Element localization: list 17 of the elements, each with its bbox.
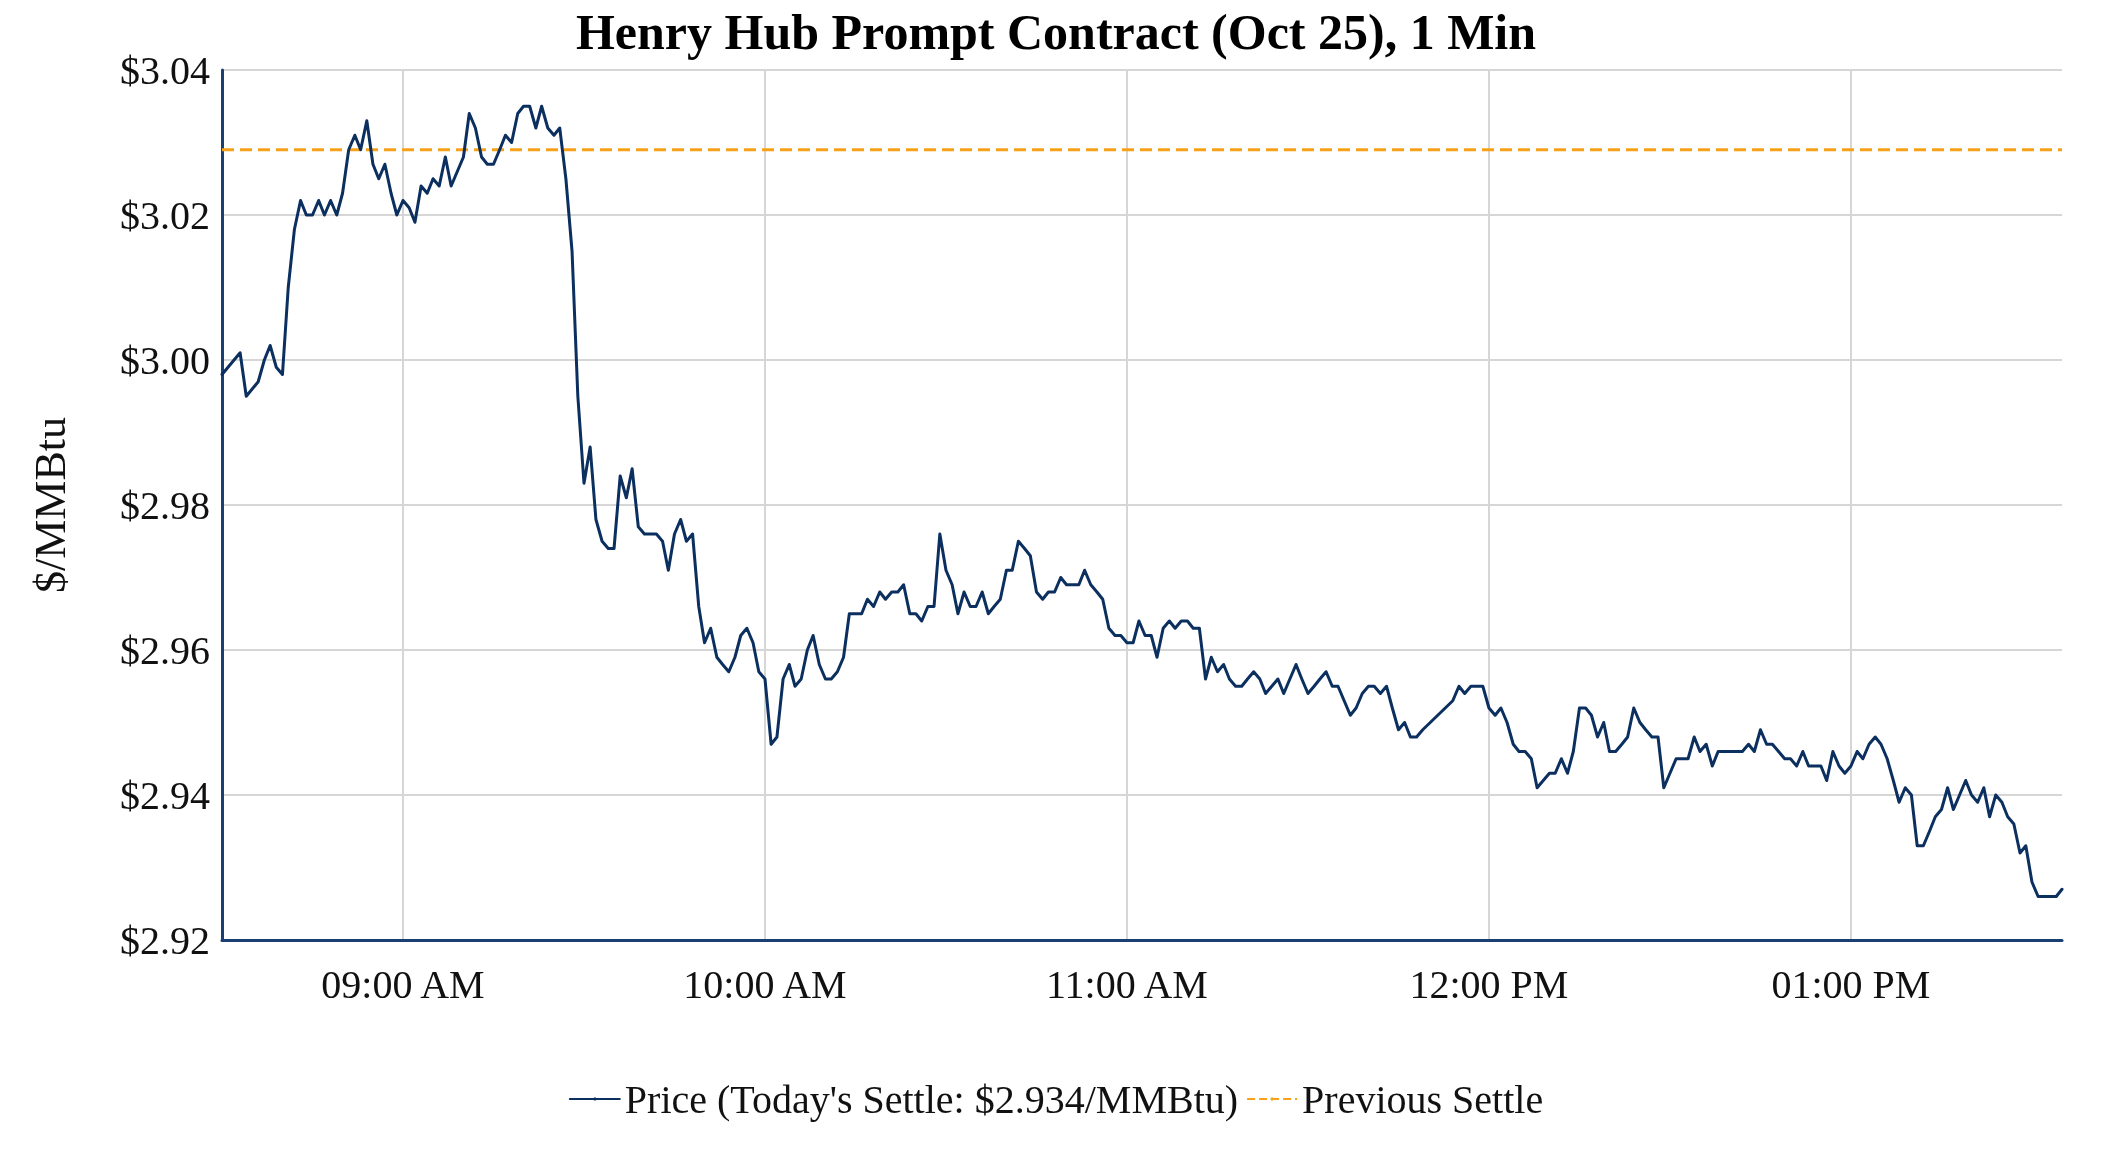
- legend-label: Previous Settle: [1302, 1076, 1544, 1122]
- x-tick-label: 11:00 AM: [1046, 961, 1208, 1007]
- y-tick-label: $3.02: [120, 192, 210, 238]
- y-tick-label: $2.98: [120, 482, 210, 528]
- y-tick-label: $2.96: [120, 627, 210, 673]
- line-series: [220, 104, 2064, 898]
- chart-title: Henry Hub Prompt Contract (Oct 25), 1 Min: [575, 4, 1537, 60]
- legend-label: Price (Today's Settle: $2.934/MMBtu): [624, 1076, 1239, 1122]
- x-tick-label: 09:00 AM: [321, 961, 485, 1007]
- y-tick-label: $3.04: [120, 47, 210, 93]
- x-tick-label: 10:00 AM: [683, 961, 847, 1007]
- y-axis-title: $/MMBtu: [25, 416, 75, 594]
- x-tick-label: 12:00 PM: [1409, 961, 1569, 1007]
- y-tick-label: $2.94: [120, 772, 210, 818]
- x-tick-label: 01:00 PM: [1771, 961, 1931, 1007]
- y-tick-label: $2.92: [120, 917, 210, 963]
- y-tick-label: $3.00: [120, 337, 210, 383]
